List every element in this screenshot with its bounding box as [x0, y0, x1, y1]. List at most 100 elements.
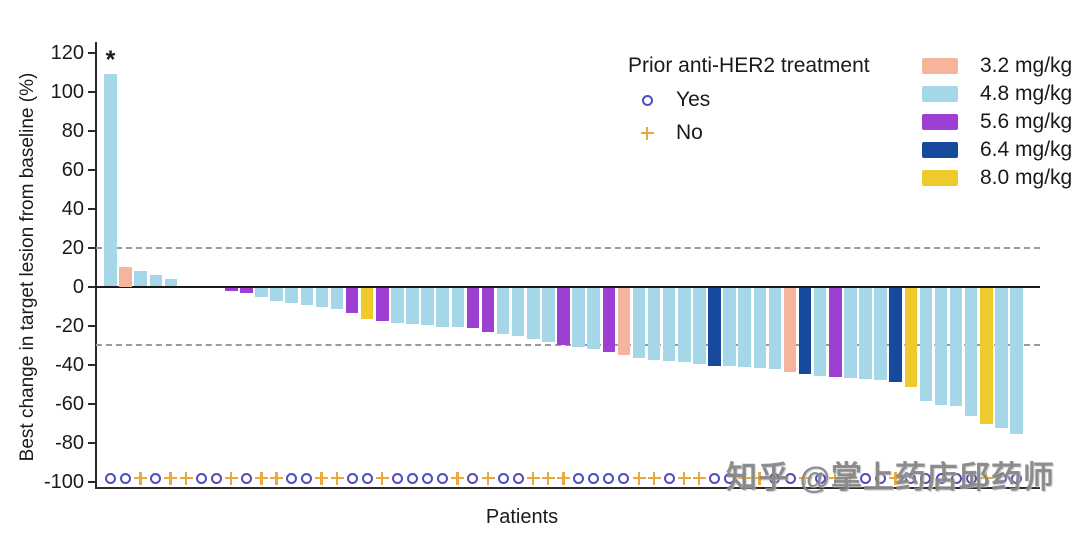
prior-yes-circle-marker	[286, 472, 298, 484]
waterfall-bar	[617, 287, 631, 355]
prior-no-plus-marker	[224, 471, 238, 485]
y-tick-label: 0	[72, 275, 84, 298]
y-tick-mark	[88, 51, 96, 54]
dose-legend: 3.2 mg/kg 4.8 mg/kg 5.6 mg/kg 6.4 mg/kg …	[922, 52, 1072, 192]
waterfall-bar	[904, 287, 918, 387]
y-tick-label: 120	[50, 41, 84, 64]
y-tick-mark	[88, 129, 96, 132]
prior-yes-circle-marker	[210, 472, 222, 484]
prior-yes-circle-marker	[422, 472, 434, 484]
dose-label-6-4: 6.4 mg/kg	[980, 138, 1073, 161]
prior-yes-circle-marker	[361, 472, 373, 484]
prior-no-plus-marker	[526, 471, 540, 485]
dose-swatch-5-6-icon	[922, 114, 958, 130]
y-tick-mark	[88, 90, 96, 93]
waterfall-bar	[345, 287, 359, 313]
dose-legend-row: 6.4 mg/kg	[922, 136, 1072, 164]
y-tick-mark	[88, 207, 96, 210]
y-tick-mark	[88, 246, 96, 249]
waterfall-bar	[496, 287, 510, 335]
waterfall-bar	[964, 287, 978, 417]
prior-treatment-legend-title: Prior anti-HER2 treatment	[628, 54, 870, 77]
prior-yes-circle-marker	[769, 472, 781, 484]
y-tick-mark	[88, 363, 96, 366]
prior-no-plus-marker	[541, 471, 555, 485]
prior-yes-circle-marker	[120, 472, 132, 484]
waterfall-bar	[602, 287, 616, 352]
waterfall-bar	[572, 287, 585, 347]
prior-no-plus-marker	[179, 471, 193, 485]
prior-yes-circle-marker	[618, 472, 630, 484]
prior-yes-circle-marker	[512, 472, 524, 484]
prior-yes-circle-marker	[573, 472, 585, 484]
prior-yes-circle-marker	[709, 472, 720, 484]
prior-no-plus-marker	[828, 471, 842, 485]
prior-no-plus-marker	[692, 471, 706, 485]
waterfall-bar	[859, 287, 872, 380]
y-tick-label: -80	[55, 431, 84, 454]
prior-no-plus-marker	[798, 471, 812, 485]
prior-no-plus-marker	[330, 471, 344, 485]
prior-yes-circle-marker	[240, 472, 252, 484]
legend-yes-label: Yes	[676, 88, 711, 111]
dose-swatch-6-4-icon	[922, 142, 958, 158]
prior-yes-circle-marker	[603, 472, 615, 484]
y-tick-label: -60	[55, 392, 84, 415]
prior-yes-circle-marker	[497, 472, 509, 484]
dose-legend-row: 3.2 mg/kg	[922, 52, 1072, 80]
waterfall-bar	[481, 287, 495, 333]
prior-yes-circle-marker	[391, 472, 403, 484]
waterfall-bar	[330, 287, 344, 309]
prior-yes-circle-marker	[935, 472, 947, 484]
prior-yes-circle-marker	[105, 472, 116, 484]
y-tick-mark	[88, 324, 96, 327]
waterfall-bar	[511, 287, 525, 337]
y-tick-label: -100	[43, 470, 84, 493]
waterfall-bar	[919, 287, 933, 401]
prior-no-plus-marker	[632, 471, 646, 485]
x-axis-label: Patients	[485, 506, 559, 528]
prior-yes-circle-marker	[437, 472, 449, 484]
open-circle-icon	[640, 94, 654, 106]
y-tick-label: 20	[61, 236, 84, 259]
dose-label-3-2: 3.2 mg/kg	[980, 54, 1073, 77]
prior-yes-circle-marker	[663, 472, 675, 484]
y-tick-mark	[88, 402, 96, 405]
prior-yes-circle-marker	[195, 472, 207, 484]
prior-no-plus-marker	[270, 471, 284, 485]
prior-yes-circle-marker	[301, 472, 313, 484]
prior-yes-circle-marker	[995, 472, 1007, 484]
y-tick-label: 40	[61, 197, 84, 220]
prior-yes-circle-marker	[724, 472, 736, 484]
waterfall-bar	[270, 287, 283, 302]
waterfall-bar	[360, 287, 374, 319]
prior-yes-circle-marker	[965, 472, 977, 484]
prior-no-plus-marker	[889, 471, 903, 485]
prior-yes-circle-marker	[467, 472, 479, 484]
watermark: 知乎 @掌上药店邱药师	[726, 460, 1055, 495]
dose-swatch-3-2-icon	[922, 58, 958, 74]
dose-label-5-6: 5.6 mg/kg	[980, 110, 1073, 133]
waterfall-bar	[466, 287, 480, 329]
waterfall-bar	[376, 287, 389, 321]
waterfall-bar	[225, 287, 238, 292]
prior-no-plus-marker	[647, 471, 661, 485]
dose-label-4-8: 4.8 mg/kg	[980, 82, 1073, 105]
prior-no-plus-marker	[451, 471, 465, 485]
waterfall-bar	[768, 287, 782, 370]
waterfall-bar	[995, 287, 1008, 428]
waterfall-bar	[662, 287, 676, 361]
y-tick-mark	[88, 441, 96, 444]
prior-yes-circle-marker	[407, 472, 418, 484]
dose-legend-row: 5.6 mg/kg	[922, 108, 1072, 136]
prior-yes-circle-marker	[920, 472, 932, 484]
waterfall-bar	[949, 287, 963, 407]
prior-yes-circle-marker	[1011, 472, 1022, 484]
prior-yes-circle-marker	[814, 472, 826, 484]
dose-legend-row: 4.8 mg/kg	[922, 80, 1072, 108]
prior-no-plus-marker	[255, 471, 268, 485]
waterfall-bar	[134, 270, 147, 287]
dose-swatch-8-0-icon	[922, 170, 958, 186]
dose-label-8-0: 8.0 mg/kg	[980, 166, 1073, 189]
